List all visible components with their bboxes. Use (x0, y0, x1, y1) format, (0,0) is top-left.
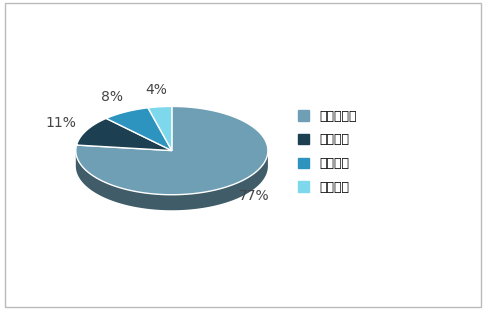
Polygon shape (76, 106, 268, 195)
Text: 8%: 8% (101, 90, 122, 104)
Polygon shape (77, 118, 172, 151)
Polygon shape (106, 108, 172, 151)
Polygon shape (148, 106, 172, 151)
Text: 77%: 77% (239, 189, 270, 203)
Text: 4%: 4% (145, 83, 167, 97)
Text: 11%: 11% (45, 116, 76, 130)
Legend: 工农业生产, 居民生活, 交通运输, 其他消费: 工农业生产, 居民生活, 交通运输, 其他消费 (293, 105, 362, 199)
Polygon shape (76, 151, 268, 210)
